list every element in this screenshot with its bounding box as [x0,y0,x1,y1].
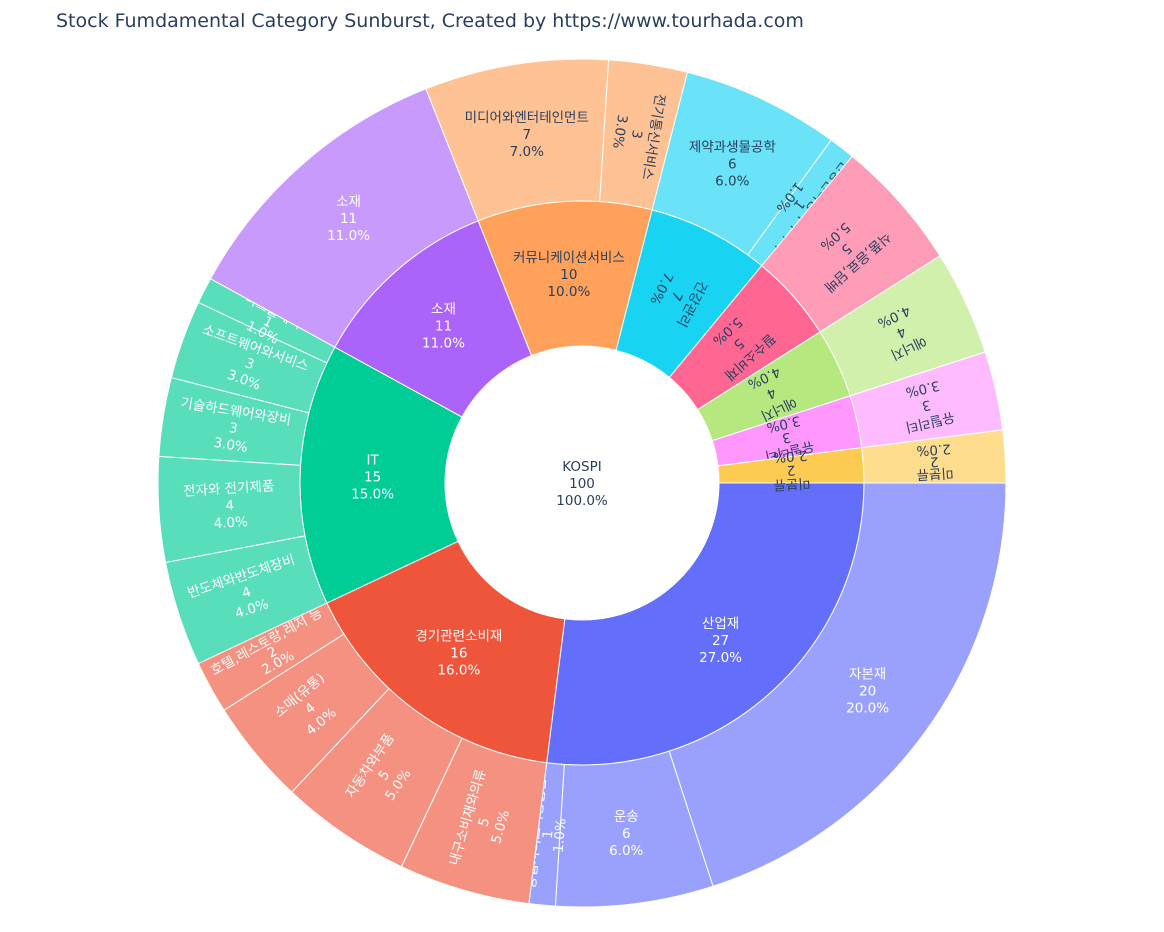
subsector-0-0[interactable] [668,482,1007,887]
root-center [445,346,719,620]
subsector-label-4-0: 미디어와엔터테인먼트 7 7.0% [465,110,589,160]
root-label: KOSPI 100 100.0% [556,459,608,509]
chart-title: Stock Fumdamental Category Sunburst, Cre… [56,10,804,32]
sector-label-4: 커뮤니케이션서비스 10 10.0% [513,250,625,300]
subsector-label-8-0: 유틸리티33.0% [897,375,956,435]
subsector-label-9-0: 미분류22.0% [914,440,954,482]
subsector-label-0-0: 자본재 20 20.0% [846,666,889,716]
sector-label-9: 미분류22.0% [771,447,811,493]
subsector-label-0-1: 운송 6 6.0% [609,809,643,859]
svg-text:미분류22.0%: 미분류22.0% [771,447,811,493]
sector-label-2: IT 15 15.0% [351,452,394,502]
subsector-label-5-0: 제약과생물공학 6 6.0% [689,139,776,189]
sector-label-3: 소재 11 11.0% [422,302,465,352]
svg-text:전자와 전기제품44.0%: 전자와 전기제품44.0% [183,478,277,534]
svg-text:유틸리티33.0%: 유틸리티33.0% [897,375,956,435]
sector-label-1: 경기관련소비재 16 16.0% [415,628,502,678]
svg-text:미분류22.0%: 미분류22.0% [914,440,954,482]
sector-label-0: 산업재 27 27.0% [699,616,742,666]
subsector-label-2-1: 전자와 전기제품44.0% [183,478,277,534]
subsector-label-3-0: 소재 11 11.0% [327,194,370,244]
subsector-9-0[interactable] [861,429,1007,484]
